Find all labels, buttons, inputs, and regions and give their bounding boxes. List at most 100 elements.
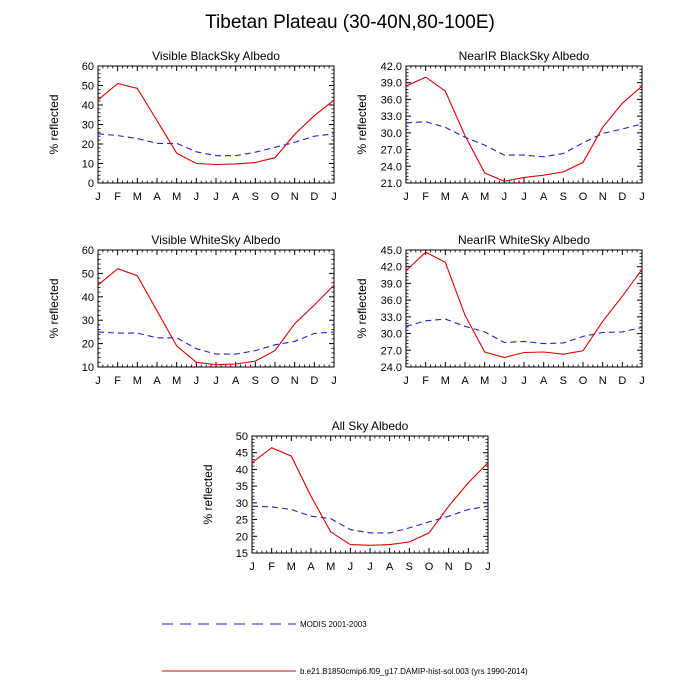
series-line-modis: [251, 505, 489, 534]
panel-title: Visible BlackSky Albedo: [152, 49, 280, 63]
y-tick-label: 30: [82, 315, 94, 327]
x-tick-label: M: [287, 561, 296, 573]
y-tick-label: 24.0: [381, 362, 402, 374]
series-line-model: [251, 447, 489, 546]
x-tick-label: N: [291, 375, 299, 387]
y-tick-label: 0: [88, 178, 94, 190]
x-tick-label: M: [326, 561, 335, 573]
plot-frame: [251, 435, 489, 554]
x-tick-label: F: [114, 375, 121, 387]
x-tick-label: J: [639, 191, 645, 203]
y-tick-label: 27.0: [381, 345, 402, 357]
x-tick-label: A: [461, 191, 469, 203]
y-axis-label: % reflected: [47, 278, 61, 338]
x-tick-label: O: [425, 561, 434, 573]
y-tick-label: 30.0: [381, 128, 402, 140]
x-tick-label: O: [271, 375, 280, 387]
series-line-modis: [405, 318, 643, 345]
x-tick-label: J: [331, 191, 337, 203]
y-tick-label: 50: [82, 268, 94, 280]
plot-frame: [405, 249, 643, 368]
x-tick-label: S: [560, 191, 567, 203]
legend-label-modis: MODIS 2001-2003: [300, 620, 367, 629]
y-tick-label: 25: [236, 515, 248, 527]
x-tick-label: J: [95, 191, 101, 203]
x-tick-label: A: [540, 191, 548, 203]
y-tick-label: 35: [236, 481, 248, 493]
legend: MODIS 2001-2003 b.e21.B1850cmip6.f09_g17.…: [162, 620, 528, 676]
y-tick-label: 60: [82, 245, 94, 257]
y-tick-label: 50: [82, 81, 94, 93]
x-tick-label: O: [579, 191, 588, 203]
x-tick-label: J: [213, 191, 219, 203]
x-tick-label: J: [249, 561, 255, 573]
x-tick-label: M: [172, 375, 181, 387]
x-tick-label: J: [485, 561, 491, 573]
x-tick-label: N: [599, 191, 607, 203]
legend-label-model: b.e21.B1850cmip6.f09_g17.DAMIP-hist-sol.…: [300, 667, 528, 676]
y-tick-label: 10: [82, 362, 94, 374]
x-tick-label: A: [232, 191, 240, 203]
y-axis-label: % reflected: [47, 94, 61, 154]
y-tick-label: 40: [82, 100, 94, 112]
y-tick-label: 33.0: [381, 312, 402, 324]
panel-title: Visible WhiteSky Albedo: [151, 233, 281, 247]
y-tick-label: 45.0: [381, 245, 402, 257]
x-tick-label: F: [422, 191, 429, 203]
x-tick-label: M: [441, 375, 450, 387]
y-tick-label: 30: [236, 498, 248, 510]
y-axis-label: % reflected: [201, 464, 215, 524]
x-tick-label: S: [252, 375, 259, 387]
series-line-modis: [97, 331, 335, 355]
x-tick-label: D: [310, 375, 318, 387]
x-tick-label: J: [194, 375, 200, 387]
x-tick-label: S: [560, 375, 567, 387]
y-tick-label: 20: [236, 531, 248, 543]
y-tick-label: 45: [236, 448, 248, 460]
plot-frame: [97, 65, 335, 184]
x-tick-label: M: [480, 191, 489, 203]
y-tick-label: 50: [236, 431, 248, 443]
y-tick-label: 39.0: [381, 78, 402, 90]
x-tick-label: F: [268, 561, 275, 573]
x-tick-label: A: [153, 375, 161, 387]
x-tick-label: J: [502, 191, 508, 203]
x-tick-label: F: [422, 375, 429, 387]
series-line-model: [97, 82, 335, 166]
x-tick-label: M: [441, 191, 450, 203]
x-tick-label: S: [252, 191, 259, 203]
y-axis-label: % reflected: [355, 94, 369, 154]
x-tick-label: N: [599, 375, 607, 387]
x-tick-label: O: [579, 375, 588, 387]
y-tick-label: 36.0: [381, 295, 402, 307]
series-line-model: [405, 76, 643, 182]
x-tick-label: D: [618, 375, 626, 387]
x-tick-label: D: [618, 191, 626, 203]
y-tick-label: 21.0: [381, 178, 402, 190]
y-tick-label: 30: [82, 120, 94, 132]
x-tick-label: J: [194, 191, 200, 203]
panel-title: NearIR WhiteSky Albedo: [458, 233, 590, 247]
plot-frame: [405, 65, 643, 184]
y-tick-label: 40: [236, 464, 248, 476]
x-tick-label: D: [310, 191, 318, 203]
x-tick-label: J: [639, 375, 645, 387]
x-tick-label: J: [367, 561, 373, 573]
y-tick-label: 42.0: [381, 262, 402, 274]
x-tick-label: J: [502, 375, 508, 387]
x-tick-label: M: [133, 375, 142, 387]
x-tick-label: A: [461, 375, 469, 387]
series-line-modis: [405, 121, 643, 158]
x-tick-label: M: [133, 191, 142, 203]
y-tick-label: 33.0: [381, 111, 402, 123]
y-tick-label: 60: [82, 61, 94, 73]
x-tick-label: A: [540, 375, 548, 387]
y-tick-label: 30.0: [381, 329, 402, 341]
y-tick-label: 27.0: [381, 145, 402, 157]
panel-title: All Sky Albedo: [332, 419, 409, 433]
x-tick-label: J: [331, 375, 337, 387]
